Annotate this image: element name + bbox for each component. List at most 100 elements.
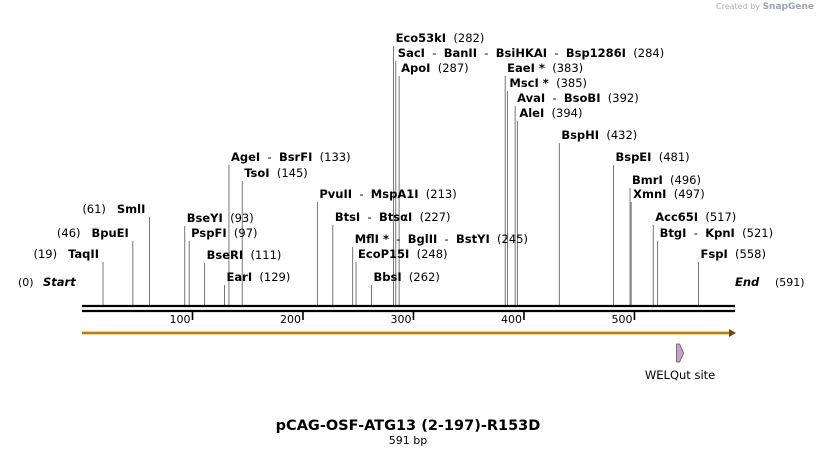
site-label[interactable]: BseYI (93) — [187, 211, 254, 225]
ruler-tick-label: 100 — [169, 313, 190, 326]
site-label[interactable]: AvaI - BsoBI (392) — [517, 91, 639, 105]
site-position: (111) — [243, 248, 281, 262]
enzyme-name: AgeI — [231, 150, 260, 164]
site-position: (496) — [663, 173, 701, 187]
site-label[interactable]: BspHI (432) — [561, 128, 637, 142]
enzyme-name: EarI — [227, 270, 253, 284]
site-position: (97) — [227, 226, 258, 240]
site-position: (19) — [33, 247, 68, 261]
site-position: (61) — [82, 202, 117, 216]
enzyme-name: FspI — [701, 247, 728, 261]
enzyme-name: BtsαI — [379, 210, 412, 224]
enzyme-name: TsoI — [244, 166, 269, 180]
enzyme-name: XmnI — [633, 187, 666, 201]
separator: * — [379, 232, 389, 246]
enzyme-name: Bsp1286I — [566, 46, 626, 60]
site-position: (227) — [412, 210, 450, 224]
separator: - — [352, 187, 371, 201]
site-label[interactable]: Eco53kI (282) — [396, 31, 485, 45]
enzyme-name: Acc65I — [655, 210, 698, 224]
enzyme-name: BspHI — [561, 128, 599, 142]
separator: - — [545, 91, 564, 105]
end-position: (591) — [775, 276, 805, 289]
enzyme-name: MscI — [509, 76, 538, 90]
site-position: (517) — [698, 210, 736, 224]
site-label[interactable]: MflI * - BglII - BstYI (245) — [355, 232, 528, 246]
separator: - — [477, 46, 496, 60]
enzyme-name: BsoBI — [564, 91, 601, 105]
site-position: (287) — [430, 61, 468, 75]
site-position: (394) — [544, 106, 582, 120]
site-label[interactable]: EarI (129) — [227, 270, 291, 284]
site-label[interactable]: BtsI - BtsαI (227) — [335, 210, 451, 224]
site-position: (521) — [735, 226, 773, 240]
enzyme-name: BtgI — [660, 226, 687, 240]
site-position: (93) — [223, 211, 254, 225]
site-position: (282) — [446, 31, 484, 45]
enzyme-name: BseRI — [207, 248, 244, 262]
site-position: (248) — [409, 247, 447, 261]
site-label[interactable]: SacI - BanII - BsiHKAI - Bsp1286I (284) — [398, 46, 664, 60]
enzyme-name: BspEI — [615, 150, 651, 164]
site-label[interactable]: Acc65I (517) — [655, 210, 736, 224]
enzyme-name: KpnI — [705, 226, 735, 240]
enzyme-name: PvuII — [319, 187, 352, 201]
site-label[interactable]: BmrI (496) — [632, 173, 701, 187]
orf-arrowhead — [729, 329, 736, 337]
separator: - — [389, 232, 408, 246]
site-position: (481) — [651, 150, 689, 164]
site-label[interactable]: PvuII - MspA1I (213) — [319, 187, 456, 201]
enzyme-name: AleI — [519, 106, 544, 120]
site-label[interactable]: MscI * (385) — [509, 76, 587, 90]
snapgene-credit: Created by SnapGene — [716, 2, 814, 12]
enzyme-name: Eco53kI — [396, 31, 447, 45]
site-position: (383) — [545, 61, 583, 75]
site-label[interactable]: (61) SmlI — [82, 202, 145, 216]
site-label[interactable]: AleI (394) — [519, 106, 582, 120]
site-position: (385) — [549, 76, 587, 90]
feature-arrow[interactable] — [676, 343, 685, 363]
enzyme-name: BstYI — [456, 232, 490, 246]
site-label[interactable]: TsoI (145) — [244, 166, 308, 180]
enzyme-name: BmrI — [632, 173, 663, 187]
site-label[interactable]: BbsI (262) — [373, 270, 439, 284]
enzyme-name: AvaI — [517, 91, 545, 105]
site-position: (245) — [490, 232, 528, 246]
site-position: (262) — [402, 270, 440, 284]
site-label[interactable]: BtgI - KpnI (521) — [660, 226, 773, 240]
enzyme-name: BseYI — [187, 211, 223, 225]
site-label[interactable]: XmnI (497) — [633, 187, 705, 201]
end-label: End — [735, 275, 760, 289]
site-position: (133) — [312, 150, 350, 164]
site-label[interactable]: (19) TaqII — [33, 247, 98, 261]
site-position: (432) — [599, 128, 637, 142]
enzyme-name: EcoP15I — [358, 247, 409, 261]
site-position: (392) — [600, 91, 638, 105]
enzyme-name: BanII — [444, 46, 477, 60]
site-label[interactable]: BspEI (481) — [615, 150, 689, 164]
site-label[interactable]: ApoI (287) — [401, 61, 469, 75]
enzyme-name: BglII — [408, 232, 438, 246]
separator: - — [260, 150, 279, 164]
site-position: (129) — [252, 270, 290, 284]
ruler-tick-label: 200 — [280, 313, 301, 326]
enzyme-name: PspFI — [191, 226, 226, 240]
enzyme-name: ApoI — [401, 61, 430, 75]
site-label[interactable]: EaeI * (383) — [507, 61, 583, 75]
site-label[interactable]: BseRI (111) — [207, 248, 282, 262]
site-position: (284) — [626, 46, 664, 60]
separator: * — [539, 76, 549, 90]
site-label[interactable]: PspFI (97) — [191, 226, 257, 240]
site-label[interactable]: AgeI - BsrFI (133) — [231, 150, 351, 164]
enzyme-name: EaeI — [507, 61, 535, 75]
separator: - — [425, 46, 444, 60]
map-length: 591 bp — [389, 434, 427, 447]
separator: - — [686, 226, 705, 240]
site-label[interactable]: FspI (558) — [701, 247, 766, 261]
enzyme-name: MspA1I — [371, 187, 419, 201]
site-label[interactable]: (46) BpuEI — [57, 226, 129, 240]
ruler-tick-label: 400 — [501, 313, 522, 326]
site-label[interactable]: EcoP15I (248) — [358, 247, 448, 261]
start-position: (0) — [18, 276, 34, 289]
